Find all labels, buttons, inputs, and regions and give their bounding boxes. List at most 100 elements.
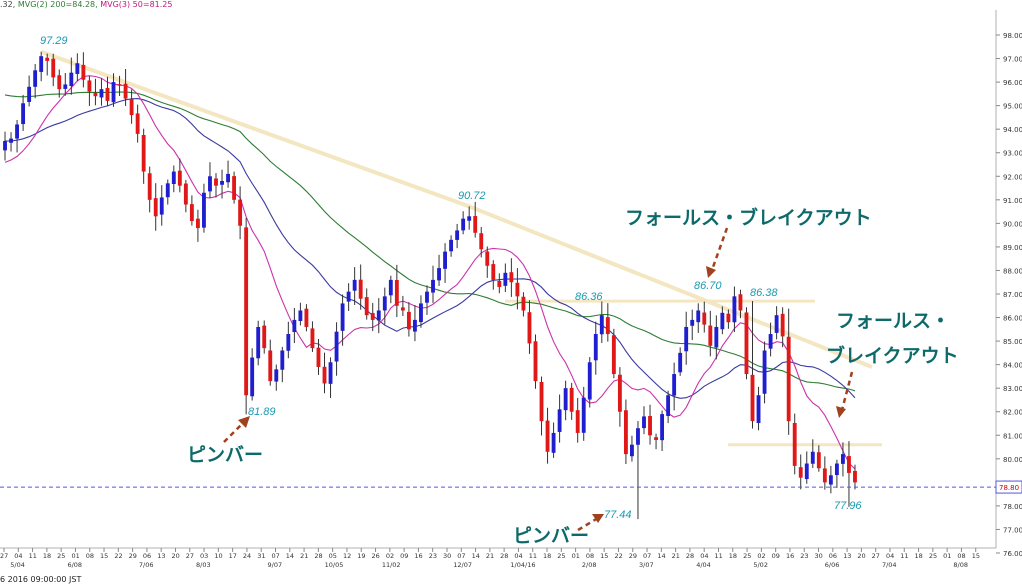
day-tick-label: 28 [500,552,508,560]
candle-body [563,388,568,411]
candle-body [605,317,610,335]
day-tick-label: 21 [672,552,680,560]
candle-body [599,315,604,335]
price-tick-label: 84.00 [1003,362,1022,370]
current-price-box [995,480,1022,494]
low-label-77-96: 77.96 [834,500,862,512]
day-tick-label: 16 [786,552,794,560]
day-tick-label: 03 [200,552,208,560]
month-label: 5/02 [753,561,768,569]
candle-body [256,326,261,359]
candle-body [208,176,212,192]
moving-averages [4,75,856,470]
pinbar-label-1: ピンバー [187,444,263,466]
price-tick-label: 98.00 [1003,32,1022,40]
day-tick-label: 01 [71,552,79,560]
day-tick-label: 26 [372,552,380,560]
candle-body [810,451,815,464]
candle-body [449,239,454,252]
ma200-legend: MVG(2) 200=84.28, [17,0,98,9]
day-tick-label: 11 [529,552,537,560]
day-tick-label: 18 [43,552,51,560]
candle-body [394,280,399,306]
candle-body [732,296,737,323]
candle-body [244,227,249,396]
day-tick-label: 29 [629,552,637,560]
candle-body [310,328,315,349]
candle-body [485,251,490,266]
candle-body [666,395,671,416]
trendlines [40,49,882,447]
candle-body [316,347,321,367]
candle-body [750,374,755,422]
false-breakout-label-2-line2: ブレイクアウト [826,344,959,367]
candle-body [425,291,429,303]
arrow-head-2 [836,406,846,418]
day-tick-label: 07 [457,552,465,560]
ma50-line [4,75,856,470]
candle-body [762,350,767,394]
candle-body [15,124,19,139]
candle-body [473,216,478,233]
day-tick-label: 28 [314,552,322,560]
day-tick-label: 09 [772,552,780,560]
candle-body [708,325,713,346]
candle-body [3,140,7,151]
candle-body [696,310,701,323]
candle-body [792,422,797,466]
candle-body [630,444,634,457]
candle-body [370,312,375,320]
candle-body [503,272,508,286]
day-tick-label: 17 [229,552,237,560]
price-tick-label: 91.00 [1003,197,1022,205]
day-tick-label: 18 [729,552,737,560]
candle-body [165,183,170,198]
candle-body [286,334,291,351]
month-label: 6/06 [825,561,840,569]
candle-body [527,312,532,344]
day-tick-label: 08 [957,552,965,560]
day-tick-label: 30 [443,552,451,560]
month-label: 12/07 [453,561,472,569]
day-tick-label: 04 [14,552,22,560]
candle-body [617,374,622,412]
day-tick-label: 29 [129,552,137,560]
candle-body [93,92,98,97]
price-tick-label: 76.00 [1003,550,1022,558]
arrow-false-breakout-2 [840,371,854,411]
day-tick-label: 25 [929,552,937,560]
candle-body [147,173,152,200]
day-tick-label: 05 [329,552,337,560]
header-prefix: .32, [0,0,16,9]
candle-body [816,452,821,469]
price-tick-label: 81.00 [1003,432,1022,440]
price-tick-label: 97.00 [1003,56,1022,64]
candle-body [135,113,140,134]
status-timestamp: 6 2016 09:00:00 JST [0,575,82,584]
month-label: 8/08 [953,561,968,569]
price-tick-label: 96.00 [1003,79,1022,87]
candle-body [847,456,851,473]
candle-body [623,410,628,455]
day-tick-label: 14 [286,552,294,560]
candle-body [328,362,333,384]
candle-body [304,308,309,327]
day-tick-label: 22 [114,552,122,560]
ma100-line [4,98,856,399]
price-tick-label: 93.00 [1003,150,1022,158]
day-tick-label: 04 [886,552,894,560]
candle-body [358,279,363,299]
candle-body [853,470,857,483]
candle-body [406,311,411,330]
annotations: 97.29 90.72 86.36 86.70 86.38 81.89 77.4… [40,35,959,547]
candle-body [57,75,62,90]
candle-body [654,437,658,440]
candle-body [798,467,803,478]
day-tick-label: 06 [829,552,837,560]
day-tick-label: 13 [157,552,165,560]
candle-body [690,319,695,326]
day-tick-label: 07 [272,552,280,560]
candles [3,51,857,520]
candle-body [834,463,839,476]
candle-body [660,414,665,441]
